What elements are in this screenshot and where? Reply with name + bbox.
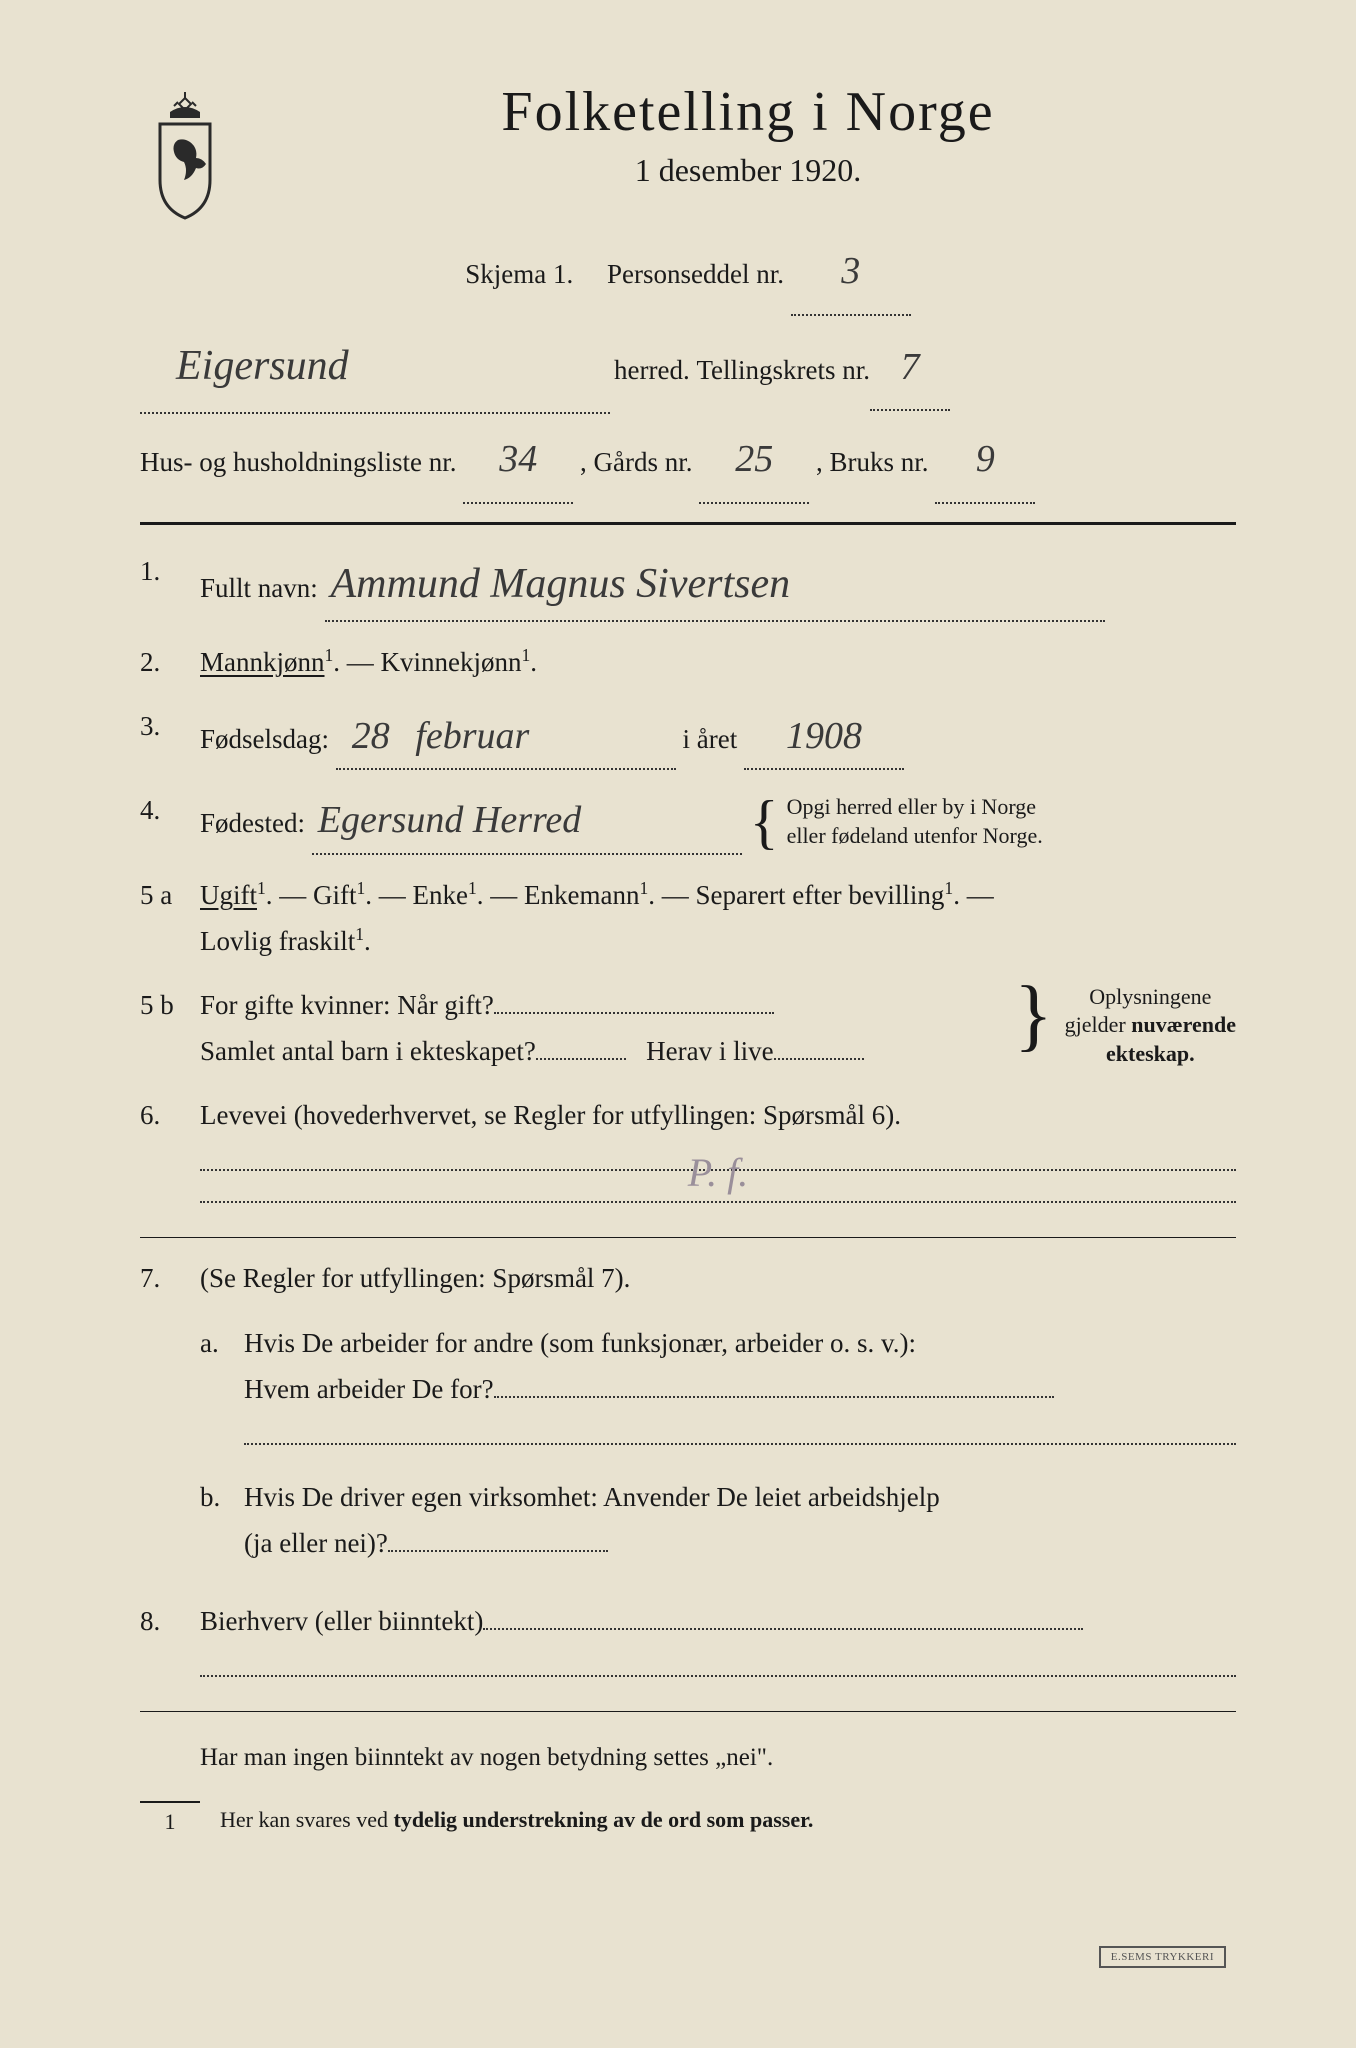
herred-line: Eigersund herred. Tellingskrets nr. 7 [140, 320, 1236, 414]
question-list-2: 7. (Se Regler for utfyllingen: Spørsmål … [140, 1256, 1236, 1693]
q3-label: Fødselsdag: [200, 724, 329, 754]
q5b-num: 5 b [140, 983, 200, 1075]
gards-label: , Gårds nr. [580, 447, 692, 477]
q8-row: 8. Bierhverv (eller biinntekt) [140, 1599, 1236, 1693]
skjema-line: Skjema 1. Personseddel nr. 3 [140, 230, 1236, 316]
q4-brace1: Opgi herred eller by i Norge [787, 794, 1036, 819]
q7a: a. Hvis De arbeider for andre (som funks… [200, 1321, 1236, 1461]
personseddel-nr: 3 [835, 230, 866, 314]
q7b-line2: (ja eller nei)? [244, 1528, 388, 1558]
personseddel-label: Personseddel nr. [607, 259, 784, 289]
q2-sup1: 1 [325, 645, 334, 665]
q6-row: 6. Levevei (hovederhvervet, se Regler fo… [140, 1093, 1236, 1219]
hushold-line: Hus- og husholdningsliste nr. 34 , Gårds… [140, 418, 1236, 504]
q4-brace2: eller fødeland utenfor Norge. [787, 823, 1043, 848]
q6-text: Levevei (hovederhvervet, se Regler for u… [200, 1100, 901, 1130]
divider-bottom [140, 1711, 1236, 1712]
hushold-nr: 34 [493, 418, 543, 502]
tellingskrets-nr: 7 [895, 326, 926, 410]
q2-num: 2. [140, 640, 200, 686]
q3-day: 28 [346, 704, 396, 769]
q8-label: Bierhverv (eller biinntekt) [200, 1606, 483, 1636]
q7a-line2: Hvem arbeider De for? [244, 1374, 494, 1404]
hushold-label: Hus- og husholdningsliste nr. [140, 447, 457, 477]
q5b-row: 5 b For gifte kvinner: Når gift? Samlet … [140, 983, 1236, 1075]
q1-value: Ammund Magnus Sivertsen [325, 549, 797, 620]
q2-dash1: — [347, 647, 381, 677]
q4-label: Fødested: [200, 808, 305, 838]
divider-top [140, 522, 1236, 525]
footnote-a: Her kan svares ved [220, 1807, 394, 1832]
footnote-row: 1 Her kan svares ved tydelig understrekn… [140, 1801, 1236, 1835]
q4-brace-text: Opgi herred eller by i Norge eller fødel… [787, 793, 1043, 850]
q5b-line2b: Herav i live [646, 1036, 773, 1066]
gards-nr: 25 [729, 418, 779, 502]
q2-row: 2. Mannkjønn1. — Kvinnekjønn1. [140, 640, 1236, 686]
note-line: Har man ingen biinntekt av nogen betydni… [140, 1730, 1236, 1785]
q5a-opt4: Enkemann [524, 880, 639, 910]
q7-row: 7. (Se Regler for utfyllingen: Spørsmål … [140, 1256, 1236, 1581]
q5b-line1a: For gifte kvinner: Når gift? [200, 990, 494, 1020]
q7a-letter: a. [200, 1321, 244, 1461]
brace-icon: } [1014, 983, 1052, 1075]
q5b-brace2: gjelder [1065, 1012, 1132, 1037]
divider-mid [140, 1237, 1236, 1238]
q1-num: 1. [140, 549, 200, 622]
q2-sup2: 1 [522, 645, 531, 665]
q4-row: 4. Fødested: Egersund Herred { Opgi herr… [140, 788, 1236, 855]
bruks-nr: 9 [970, 418, 1001, 502]
q4-num: 4. [140, 788, 200, 855]
subtitle-date: 1 desember 1920. [260, 152, 1236, 189]
footnote-num: 1 [140, 1801, 200, 1835]
tellingskrets-label: Tellingskrets nr. [696, 341, 870, 400]
q4-value: Egersund Herred [312, 788, 588, 853]
q3-year: 1908 [780, 704, 868, 769]
brace-icon: { [750, 798, 779, 846]
footnote-text: Her kan svares ved tydelig understreknin… [220, 1801, 1236, 1833]
printer-stamp: E.SEMS TRYKKERI [1099, 1946, 1226, 1968]
q5a-row: 5 a Ugift1. — Gift1. — Enke1. — Enkemann… [140, 873, 1236, 965]
q7b-letter: b. [200, 1475, 244, 1567]
q5b-brace-text: Oplysningene gjelder nuværende ekteskap. [1065, 983, 1236, 1075]
q6-num: 6. [140, 1093, 200, 1219]
footnote-b: tydelig understrekning av de ord som pas… [394, 1807, 814, 1832]
q1-label: Fullt navn: [200, 573, 318, 603]
q3-num: 3. [140, 704, 200, 771]
q8-num: 8. [140, 1599, 200, 1693]
coat-of-arms-icon [140, 90, 230, 220]
herred-label: herred. [614, 341, 690, 400]
q7b-line1: Hvis De driver egen virksomhet: Anvender… [244, 1482, 940, 1512]
header-row: Folketelling i Norge 1 desember 1920. [140, 80, 1236, 220]
q3-month: februar [409, 704, 535, 769]
crest-svg [140, 90, 230, 220]
q2-opt2: Kvinnekjønn [381, 647, 522, 677]
q7b: b. Hvis De driver egen virksomhet: Anven… [200, 1475, 1236, 1567]
q5a-opt1: Ugift [200, 880, 257, 910]
q5b-line2a: Samlet antal barn i ekteskapet? [200, 1036, 536, 1066]
q5a-num: 5 a [140, 873, 200, 965]
q5a-opt6: Lovlig fraskilt [200, 926, 355, 956]
herred-value: Eigersund [170, 320, 355, 412]
q3-year-label: i året [683, 724, 738, 754]
q5a-opt2: Gift [313, 880, 357, 910]
question-list: 1. Fullt navn: Ammund Magnus Sivertsen 2… [140, 549, 1236, 1219]
bruks-label: , Bruks nr. [816, 447, 929, 477]
q2-opt1: Mannkjønn [200, 647, 325, 677]
note-text: Har man ingen biinntekt av nogen betydni… [200, 1744, 773, 1771]
q7a-line1: Hvis De arbeider for andre (som funksjon… [244, 1328, 916, 1358]
q5b-brace1: Oplysningene [1089, 984, 1211, 1009]
q6-value: P. f. [688, 1150, 748, 1195]
q7-num: 7. [140, 1256, 200, 1581]
q5a-opt3: Enke [413, 880, 468, 910]
title-block: Folketelling i Norge 1 desember 1920. [260, 80, 1236, 219]
q7-intro: (Se Regler for utfyllingen: Spørsmål 7). [200, 1263, 630, 1293]
q5a-opt5: Separert efter bevilling [696, 880, 945, 910]
q3-row: 3. Fødselsdag: 28 februar i året 1908 [140, 704, 1236, 771]
q1-row: 1. Fullt navn: Ammund Magnus Sivertsen [140, 549, 1236, 622]
skjema-label: Skjema 1. [465, 259, 573, 289]
q5b-brace2b: nuværende [1131, 1012, 1236, 1037]
q5b-brace3: ekteskap. [1106, 1041, 1195, 1066]
main-title: Folketelling i Norge [260, 80, 1236, 144]
